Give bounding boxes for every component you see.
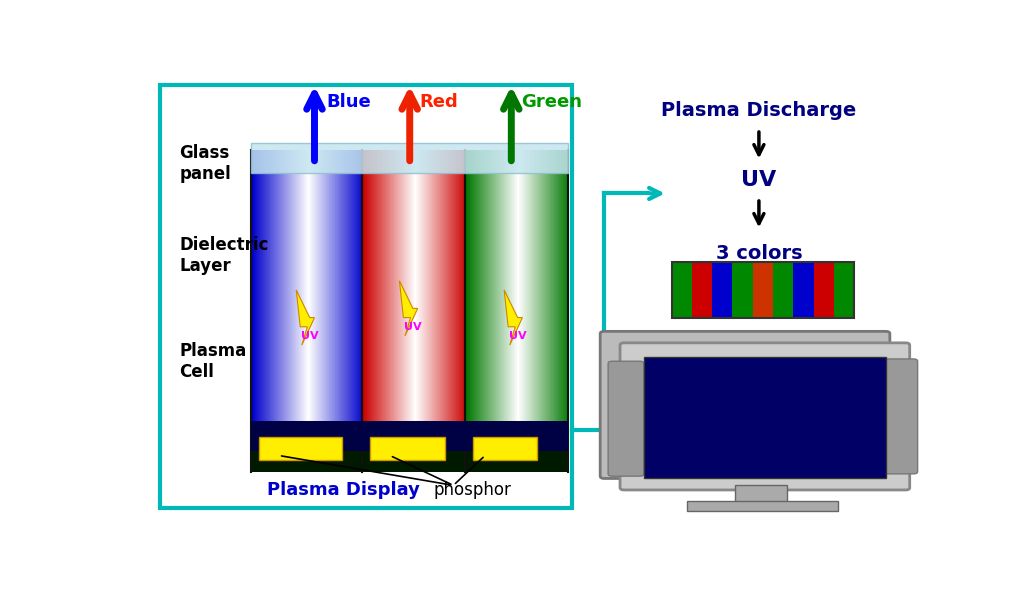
Text: Green: Green (521, 93, 582, 110)
Text: phosphor: phosphor (433, 481, 511, 499)
FancyBboxPatch shape (362, 421, 465, 451)
FancyBboxPatch shape (465, 421, 568, 451)
Text: 3 colors: 3 colors (716, 244, 802, 263)
FancyBboxPatch shape (712, 263, 732, 318)
FancyBboxPatch shape (473, 437, 537, 460)
FancyBboxPatch shape (608, 361, 644, 476)
Text: Plasma Display: Plasma Display (267, 481, 420, 499)
Text: Plasma
Cell: Plasma Cell (179, 342, 247, 381)
Text: UV: UV (404, 322, 422, 332)
FancyBboxPatch shape (251, 432, 568, 472)
FancyBboxPatch shape (794, 263, 814, 318)
FancyBboxPatch shape (753, 263, 773, 318)
Text: Red: Red (419, 93, 458, 110)
FancyBboxPatch shape (623, 345, 868, 467)
Text: UV: UV (509, 331, 526, 341)
FancyBboxPatch shape (620, 343, 909, 490)
FancyBboxPatch shape (160, 85, 572, 509)
Polygon shape (504, 290, 522, 345)
Text: Plasma Discharge: Plasma Discharge (662, 101, 856, 120)
FancyBboxPatch shape (814, 263, 834, 318)
Text: UV: UV (741, 170, 776, 190)
FancyBboxPatch shape (732, 263, 753, 318)
FancyBboxPatch shape (735, 485, 786, 504)
Text: UV: UV (301, 331, 318, 341)
FancyBboxPatch shape (692, 263, 712, 318)
Text: Dielectric
Layer: Dielectric Layer (179, 236, 269, 275)
FancyBboxPatch shape (687, 501, 839, 510)
FancyBboxPatch shape (600, 331, 890, 478)
Text: Blue: Blue (327, 93, 371, 110)
FancyBboxPatch shape (773, 263, 794, 318)
FancyBboxPatch shape (672, 263, 692, 318)
FancyBboxPatch shape (259, 437, 342, 460)
FancyBboxPatch shape (644, 356, 886, 478)
FancyBboxPatch shape (251, 143, 568, 173)
Polygon shape (399, 281, 418, 336)
Text: Glass
panel: Glass panel (179, 144, 231, 183)
Polygon shape (296, 290, 314, 345)
FancyBboxPatch shape (251, 421, 362, 451)
FancyBboxPatch shape (370, 437, 445, 460)
FancyBboxPatch shape (878, 359, 918, 474)
FancyBboxPatch shape (834, 263, 854, 318)
